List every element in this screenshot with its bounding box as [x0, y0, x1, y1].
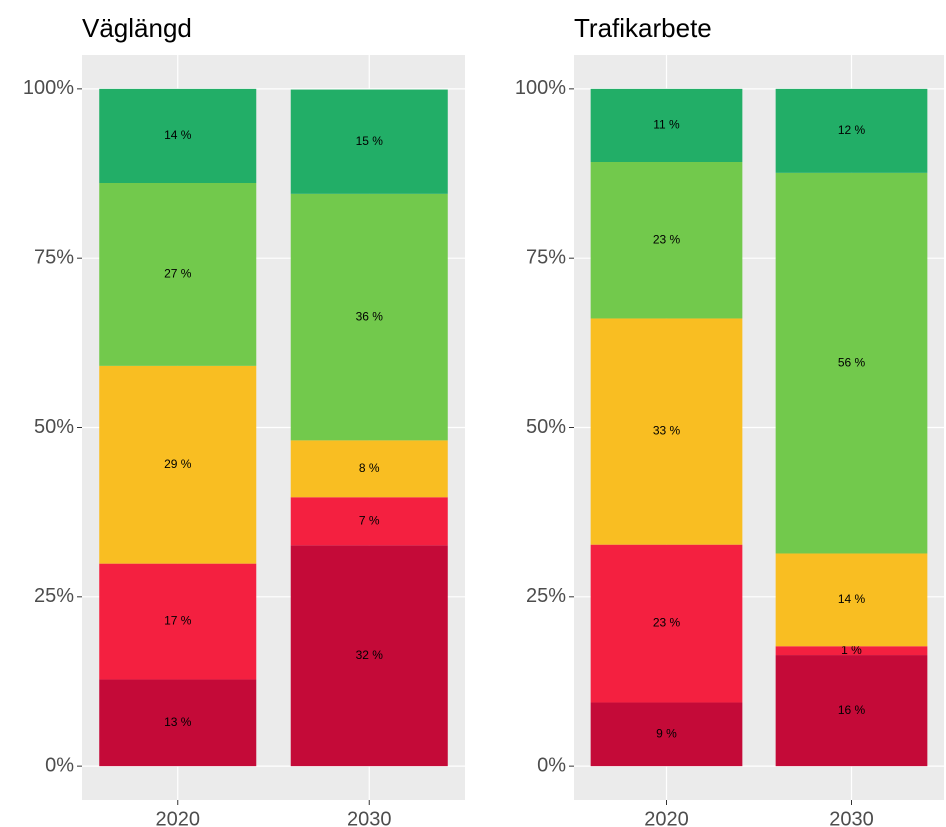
x-tick-label: 2020: [156, 808, 201, 827]
bar-segment: [590, 88, 743, 163]
data-label: 23 %: [653, 232, 681, 246]
bar-segment: [290, 193, 448, 441]
chart-title: Väglängd: [82, 13, 192, 43]
chart-title: Trafikarbete: [574, 13, 712, 43]
data-label: 23 %: [653, 616, 681, 630]
data-label: 32 %: [356, 648, 384, 662]
data-label: 17 %: [164, 614, 192, 628]
data-label: 36 %: [356, 309, 384, 323]
bar-segment: [290, 545, 448, 767]
data-label: 33 %: [653, 424, 681, 438]
y-tick-label: 75%: [34, 246, 74, 268]
bar-segment: [775, 88, 928, 173]
bar-segment: [590, 318, 743, 545]
data-label: 16 %: [838, 703, 866, 717]
bar-segment: [775, 646, 928, 656]
data-label: 13 %: [164, 715, 192, 729]
data-label: 14 %: [164, 128, 192, 142]
bar-segment: [99, 563, 257, 680]
data-label: 11 %: [653, 118, 680, 132]
bar-segment: [290, 89, 448, 194]
data-label: 56 %: [838, 355, 866, 369]
bar-segment: [99, 679, 257, 767]
y-tick-label: 25%: [34, 585, 74, 607]
bar-segment: [775, 172, 928, 554]
data-label: 1 %: [841, 643, 862, 657]
bar-segment: [775, 655, 928, 767]
y-tick-label: 75%: [526, 246, 566, 268]
bar-segment: [590, 702, 743, 767]
bar-segment: [99, 365, 257, 564]
y-tick-label: 50%: [34, 416, 74, 438]
data-label: 7 %: [359, 513, 380, 527]
data-label: 27 %: [164, 267, 192, 281]
bar-segment: [99, 88, 257, 184]
x-tick-label: 2030: [347, 808, 392, 827]
y-tick-label: 50%: [526, 416, 566, 438]
data-label: 8 %: [359, 461, 380, 475]
data-label: 15 %: [356, 134, 384, 148]
bar-segment: [590, 544, 743, 703]
y-tick-label: 100%: [515, 77, 566, 99]
bar-segment: [775, 553, 928, 647]
data-label: 29 %: [164, 457, 192, 471]
bar-segment: [290, 440, 448, 498]
bar-segment: [290, 497, 448, 546]
x-tick-label: 2030: [829, 808, 874, 827]
y-tick-label: 100%: [23, 77, 74, 99]
y-tick-label: 0%: [45, 754, 74, 776]
bar-segment: [99, 183, 257, 366]
y-tick-label: 0%: [537, 754, 566, 776]
data-label: 12 %: [838, 123, 866, 137]
data-label: 14 %: [838, 592, 866, 606]
bar-segment: [590, 162, 743, 319]
x-tick-label: 2020: [644, 808, 689, 827]
y-tick-label: 25%: [526, 585, 566, 607]
data-label: 9 %: [656, 726, 677, 740]
